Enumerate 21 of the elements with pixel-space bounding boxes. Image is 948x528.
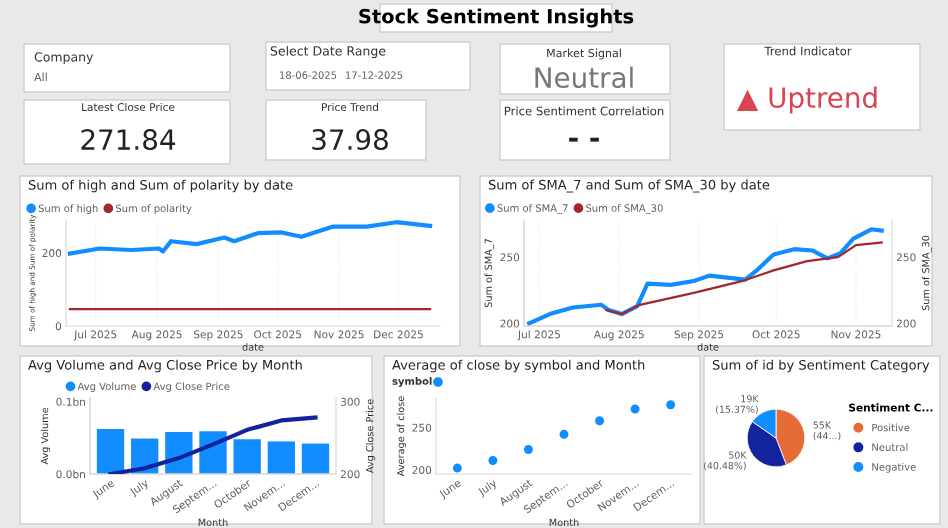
text: 37.98 [312,129,388,151]
line-series [67,220,433,256]
point [666,400,676,410]
point [488,455,498,465]
line-series [108,415,318,474]
point [595,416,605,426]
text: - - [569,137,599,142]
bar [301,443,330,474]
text: Neutral [535,66,633,89]
bar [233,439,261,474]
point [452,463,462,473]
point [523,445,533,455]
text: Stock Sentiment Insights [359,8,634,28]
line-series [527,227,884,326]
point [630,404,640,414]
point [559,429,569,439]
bar [267,441,295,474]
text: 271.84 [81,129,176,151]
bar [96,429,125,474]
text: ▲ Uptrend [737,86,877,114]
line-series [605,241,883,316]
